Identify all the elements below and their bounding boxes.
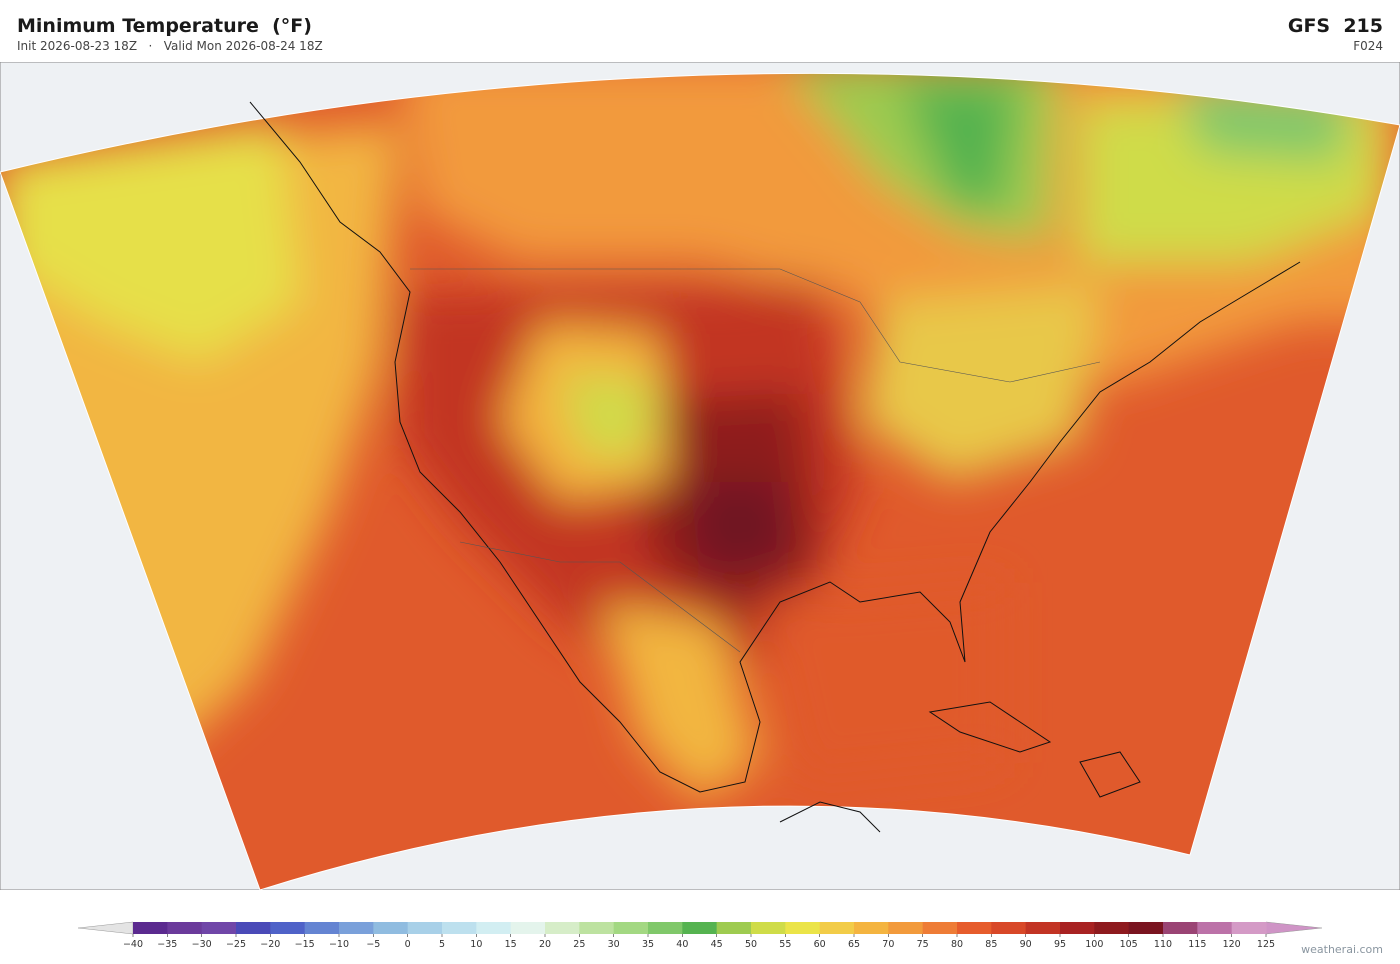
colorbar-tick-label: 90 [1020,939,1032,950]
init-time: Init 2026-08-23 18Z [17,39,138,53]
colorbar-tick-label: 0 [405,939,411,950]
colorbar-swatch [613,922,649,934]
colorbar-tick-label: −20 [260,939,280,950]
colorbar-swatch [304,922,340,934]
colorbar-swatch [373,922,409,934]
colorbar-swatch [648,922,683,934]
colorbar-tick-label: 95 [1054,939,1066,950]
colorbar-swatch [407,922,443,934]
colorbar: −40 −35 −30 −25 −20 −15 −10 −5 0 5 10 15 20 25 30 35 40 4… [77,921,1323,950]
valid-time: Valid Mon 2026-08-24 18Z [163,39,323,53]
colorbar-tick-label: 45 [711,939,723,950]
domain-edge [0,72,1400,890]
coastlines [249,101,1301,833]
colorbar-swatch [819,922,855,934]
colorbar-tick-label: −10 [329,939,349,950]
colorbar-tick-label: 65 [848,939,860,950]
colorbar-swatch [716,922,752,934]
colorbar-swatch [785,922,821,934]
separator: · [148,39,153,53]
subtitle: Init 2026-08-23 18Z · Valid Mon 2026-08-… [17,39,323,53]
colorbar-swatch [201,922,237,934]
colorbar-swatch [1060,922,1095,934]
colorbar-tick-label: 60 [814,939,826,950]
colorbar-swatch [476,922,512,934]
colorbar-swatch [270,922,306,934]
colorbar-swatch [510,922,546,934]
temperature-field [0,73,1400,890]
colorbar-tick-label: −30 [192,939,212,950]
colorbar-over [1265,921,1323,935]
colorbar-swatch [991,922,1027,934]
colorbar-tick-label: −25 [226,939,246,950]
colorbar-tick-label: 15 [505,939,517,950]
credit: weatherai.com [1301,943,1383,956]
colorbar-swatch [1094,922,1130,934]
map [0,62,1400,890]
colorbar-tick-label: −15 [295,939,315,950]
colorbar-tick-label: 40 [676,939,688,950]
colorbar-swatch [922,922,958,934]
colorbar-tick-label: 30 [608,939,620,950]
colorbar-tick-label: 100 [1085,939,1103,950]
colorbar-swatch [545,922,580,934]
colorbar-tick-label: 115 [1188,939,1206,950]
forecast-hour: F024 [1353,39,1383,53]
colorbar-tick-label: 70 [882,939,894,950]
colorbar-swatch [339,922,374,934]
colorbar-tick-label: 125 [1257,939,1275,950]
model-name: GFS 215 [1287,15,1383,37]
colorbar-tick-label: 50 [745,939,757,950]
colorbar-swatch [1025,922,1061,934]
colorbar-swatch [682,922,718,934]
colorbar-tick-label: 35 [642,939,654,950]
colorbar-tick-label: 105 [1120,939,1138,950]
colorbar-tick-label: 10 [470,939,482,950]
colorbar-tick-label: 25 [573,939,585,950]
colorbar-swatch [1197,922,1233,934]
colorbar-tick-label: 20 [539,939,551,950]
title: Minimum Temperature (°F) [17,15,312,37]
colorbar-swatch [888,922,924,934]
colorbar-tick-label: −5 [366,939,380,950]
colorbar-swatch [1231,922,1267,934]
colorbar-tick-label: −40 [123,939,143,950]
colorbar-swatch [442,922,477,934]
colorbar-tick-label: 120 [1223,939,1241,950]
colorbar-under [77,921,134,935]
colorbar-swatch [579,922,615,934]
colorbar-swatch [133,922,168,934]
colorbar-swatch [1163,922,1198,934]
colorbar-tick-label: 80 [951,939,963,950]
colorbar-tick-label: −35 [157,939,177,950]
colorbar-tick-label: 110 [1154,939,1172,950]
colorbar-tick-label: 85 [985,939,997,950]
colorbar-tick-label: 75 [917,939,929,950]
borders [410,268,1101,653]
colorbar-tick-label: 55 [779,939,791,950]
colorbar-swatch [751,922,786,934]
colorbar-swatch [1128,922,1164,934]
colorbar-swatch [957,922,992,934]
colorbar-swatch [167,922,203,934]
colorbar-tick-label: 5 [439,939,445,950]
colorbar-swatch [854,922,889,934]
colorbar-swatch [236,922,271,934]
